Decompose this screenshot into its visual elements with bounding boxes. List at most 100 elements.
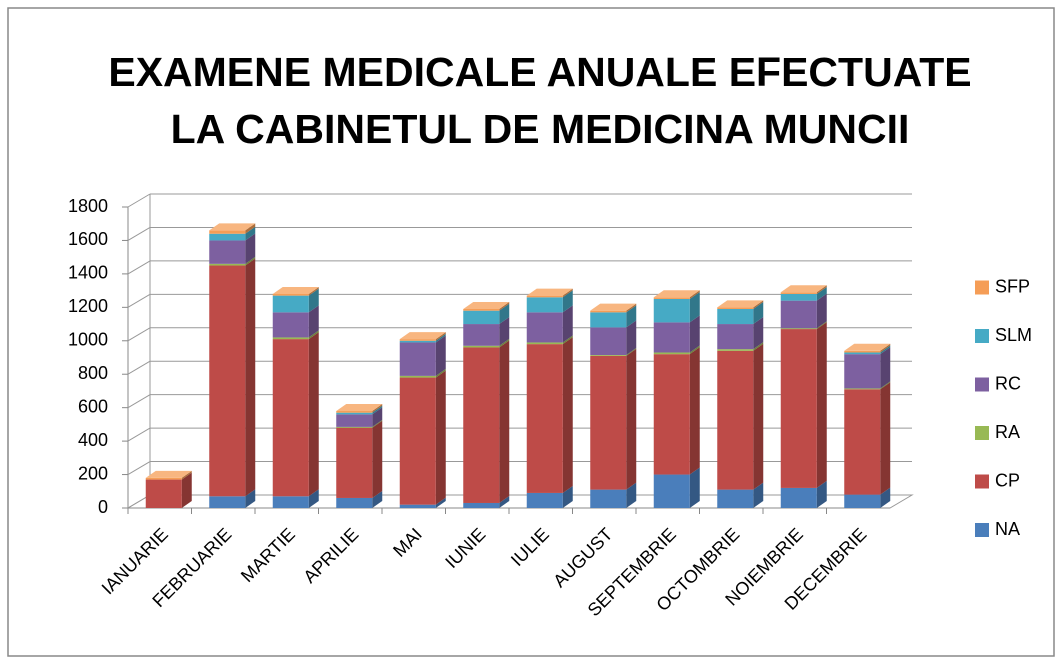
- bar-side: [435, 333, 446, 343]
- bar-top: [209, 223, 256, 231]
- bar: [590, 312, 627, 328]
- bar-side: [499, 338, 510, 348]
- bar: [209, 265, 246, 497]
- legend-label: RC: [995, 373, 1021, 393]
- bar: [399, 340, 436, 343]
- bar-top: [653, 290, 700, 298]
- bar-side: [816, 321, 827, 330]
- bar-side: [245, 256, 256, 266]
- bar: [399, 375, 436, 378]
- bar: [336, 426, 373, 428]
- legend-swatch: [975, 426, 989, 440]
- bar-side: [689, 347, 700, 475]
- bar: [526, 295, 563, 298]
- bar-side: [753, 482, 764, 508]
- legend-label: CP: [995, 470, 1020, 490]
- legend-swatch: [975, 280, 989, 295]
- bar: [590, 355, 627, 490]
- bar: [336, 427, 373, 498]
- legend-swatch: [975, 523, 989, 537]
- bar-top: [336, 404, 383, 412]
- bar: [463, 310, 500, 325]
- y-tick-label: 400: [78, 430, 108, 450]
- bar-side: [626, 320, 637, 355]
- legend-swatch: [975, 329, 989, 343]
- bar: [526, 297, 563, 313]
- bar: [653, 474, 690, 508]
- bar-side: [245, 223, 256, 234]
- bar: [272, 339, 309, 497]
- bar-side: [880, 343, 891, 353]
- bar: [590, 489, 627, 508]
- bar: [717, 309, 754, 325]
- bar-side: [372, 405, 383, 415]
- bar-side: [816, 293, 827, 329]
- bar: [780, 293, 817, 301]
- bar: [526, 492, 563, 508]
- bar: [145, 477, 182, 480]
- bar: [844, 389, 881, 495]
- bar-side: [435, 368, 446, 378]
- bar-side: [372, 420, 383, 498]
- legend-swatch: [975, 474, 989, 489]
- bar: [209, 496, 246, 508]
- bar-side: [753, 343, 764, 490]
- bar-top: [590, 303, 637, 311]
- y-tick-label: 1000: [68, 330, 108, 350]
- bar: [526, 312, 563, 343]
- bar: [272, 337, 309, 340]
- legend-label: NA: [995, 519, 1020, 539]
- bar: [844, 494, 881, 508]
- bar: [209, 233, 246, 241]
- bar-side: [689, 467, 700, 508]
- bar: [463, 347, 500, 503]
- bar-side: [626, 348, 637, 490]
- bar: [526, 342, 563, 345]
- bar-side: [816, 285, 827, 294]
- bar-side: [562, 485, 573, 508]
- bar: [399, 504, 436, 508]
- bar-top: [463, 302, 510, 310]
- y-tick-label: 800: [78, 363, 108, 383]
- bar-side: [308, 489, 319, 508]
- bar: [653, 298, 690, 323]
- bar: [717, 324, 754, 350]
- legend-label: RA: [995, 422, 1020, 442]
- bar-side: [562, 337, 573, 493]
- bar-side: [435, 370, 446, 505]
- y-tick-label: 600: [78, 396, 108, 416]
- bar-side: [689, 291, 700, 323]
- bar: [717, 489, 754, 508]
- bar-side: [499, 303, 510, 325]
- y-tick-label: 0: [98, 497, 108, 517]
- bar: [272, 496, 309, 508]
- grid-line: [127, 227, 151, 241]
- bar: [653, 354, 690, 475]
- bar-side: [245, 258, 256, 497]
- bar-side: [816, 322, 827, 488]
- bar: [463, 324, 500, 346]
- bar-side: [753, 302, 764, 325]
- bar-side: [308, 286, 319, 296]
- bar: [272, 295, 309, 313]
- bar-top: [399, 332, 446, 340]
- grid-line: [127, 394, 151, 409]
- legend-label: SFP: [995, 276, 1030, 296]
- bar-side: [245, 233, 256, 264]
- bar-side: [689, 290, 700, 299]
- bar: [653, 352, 690, 355]
- legend-swatch: [975, 377, 989, 392]
- bar: [336, 411, 373, 413]
- bar: [590, 354, 627, 356]
- bar: [653, 322, 690, 353]
- bar: [717, 350, 754, 490]
- bar-side: [372, 407, 383, 427]
- bar-side: [880, 382, 891, 495]
- bar: [463, 502, 500, 508]
- bar: [463, 309, 500, 311]
- bar: [336, 412, 373, 415]
- grid-line: [127, 427, 151, 442]
- bar: [399, 342, 436, 376]
- bar: [717, 349, 754, 351]
